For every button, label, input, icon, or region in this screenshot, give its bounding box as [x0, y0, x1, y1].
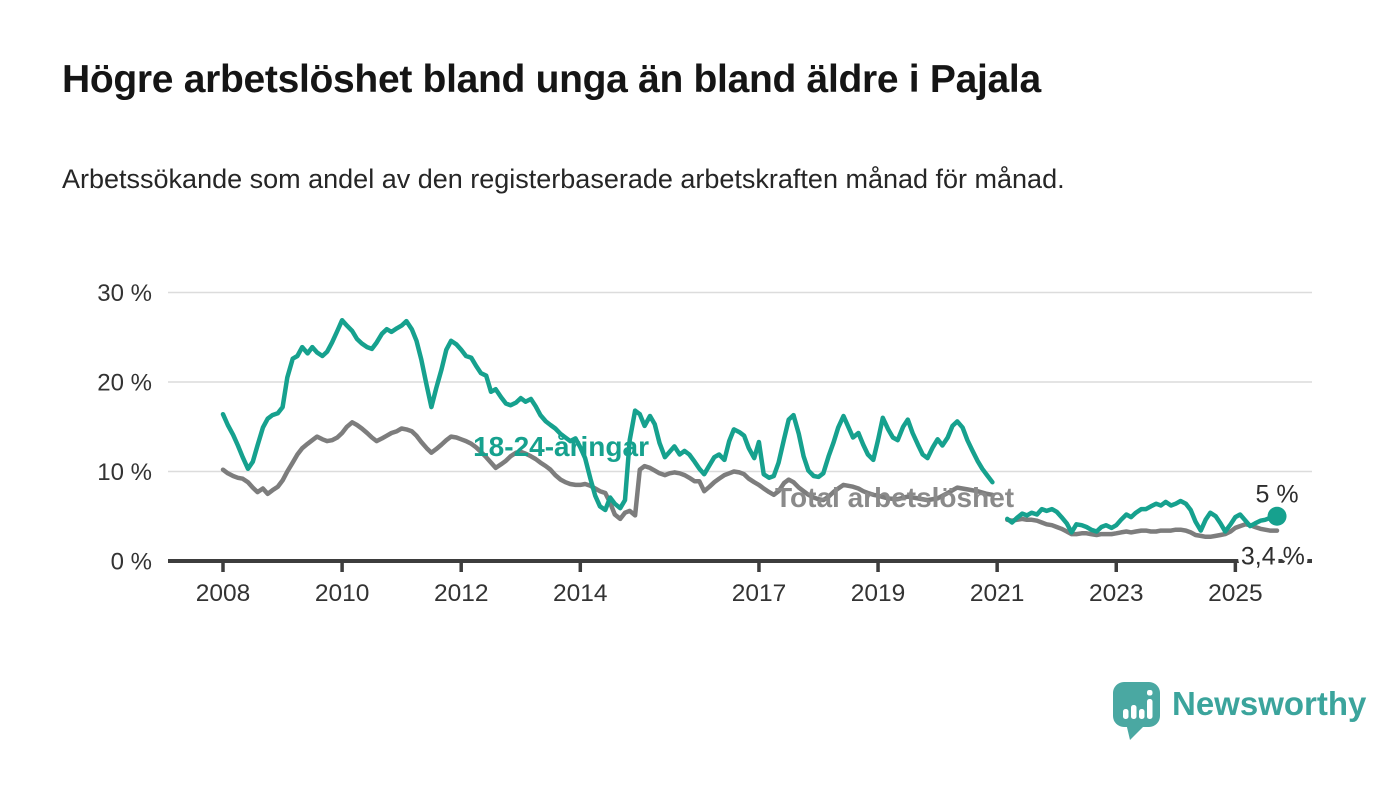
newsworthy-logo: Newsworthy — [1112, 681, 1366, 741]
series-line-18-24-åringar-seg1 — [220, 317, 995, 513]
series-line-18-24-åringar-seg2 — [1005, 498, 1280, 535]
x-tick-label: 2014 — [553, 580, 608, 607]
series-label-total-arbetslöshet: Total arbetslöshet — [775, 482, 1014, 513]
series-line-total-arbetslöshet-seg2 — [1005, 516, 1280, 540]
y-tick-label: 10 % — [97, 459, 152, 486]
x-tick-label: 2021 — [970, 580, 1025, 607]
series-line-total-arbetslöshet-seg1 — [220, 420, 995, 522]
x-tick-label: 2017 — [732, 580, 787, 607]
x-tick-label: 2008 — [196, 580, 251, 607]
chart-subtitle: Arbetssökande som andel av den registerb… — [62, 164, 1065, 194]
y-tick-label: 30 % — [97, 280, 152, 307]
bar-chart-glyph — [1123, 690, 1153, 719]
newsworthy-pin-icon — [1113, 682, 1160, 740]
series-label-18-24-åringar: 18-24-åringar — [473, 431, 649, 462]
x-tick-label: 2012 — [434, 580, 489, 607]
y-tick-label: 0 % — [111, 549, 152, 576]
end-value-label: 3,4 % — [1241, 543, 1305, 571]
newsworthy-wordmark: Newsworthy — [1172, 685, 1367, 722]
x-tick-label: 2019 — [851, 580, 906, 607]
end-value-label: 5 % — [1255, 480, 1298, 508]
x-tick-label: 2010 — [315, 580, 370, 607]
latest-value-dot — [1267, 506, 1287, 526]
page-title: Högre arbetslöshet bland unga än bland ä… — [62, 58, 1041, 101]
y-tick-label: 20 % — [97, 370, 152, 397]
x-tick-label: 2023 — [1089, 580, 1144, 607]
x-tick-label: 2025 — [1208, 580, 1263, 607]
